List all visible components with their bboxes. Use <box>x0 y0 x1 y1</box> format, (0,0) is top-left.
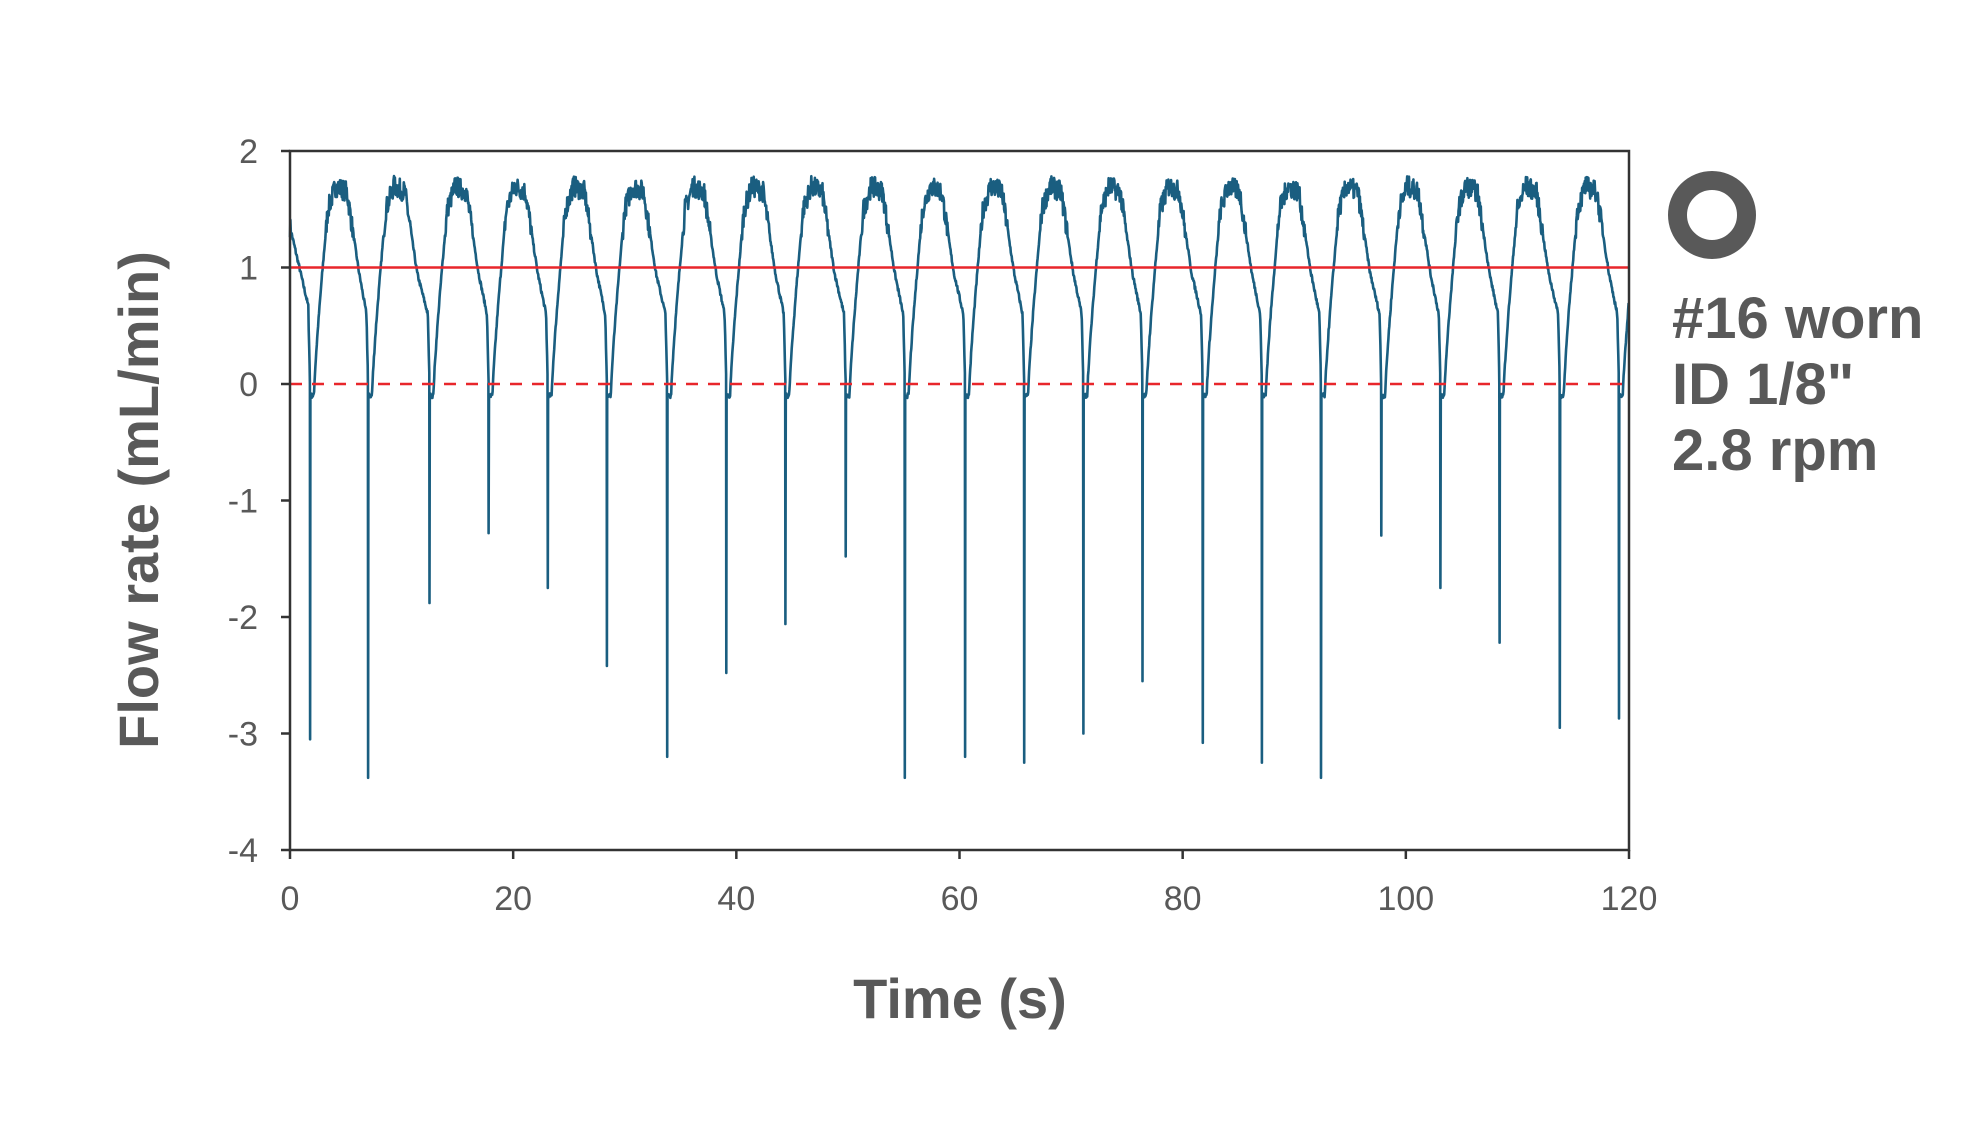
legend-line-tubing: #16 worn <box>1672 286 1924 351</box>
ring-icon <box>1668 171 1756 259</box>
y-axis-title: Flow rate (mL/min) <box>107 251 170 749</box>
x-tick-label: 120 <box>1601 880 1658 918</box>
legend: #16 worn ID 1/8" 2.8 rpm <box>1672 286 1923 484</box>
x-tick-label: 80 <box>1164 880 1202 918</box>
y-tick-label: 2 <box>239 133 258 171</box>
legend-line-speed: 2.8 rpm <box>1672 418 1879 483</box>
y-tick-label: -1 <box>228 483 258 521</box>
series-line-flow <box>288 174 1630 780</box>
series-flow <box>288 174 1630 780</box>
y-tick-label: 1 <box>239 250 258 288</box>
x-tick-label: 40 <box>717 880 755 918</box>
legend-line-id: ID 1/8" <box>1672 352 1855 417</box>
x-axis-title: Time (s) <box>853 967 1067 1030</box>
y-tick-label: 0 <box>239 366 258 404</box>
y-tick-label: -4 <box>228 832 258 870</box>
x-tick-label: 0 <box>281 880 300 918</box>
y-tick-label: -3 <box>228 716 258 754</box>
x-tick-label: 20 <box>494 880 532 918</box>
y-tick-label: -2 <box>228 599 258 637</box>
x-tick-label: 100 <box>1377 880 1434 918</box>
x-tick-label: 60 <box>941 880 979 918</box>
